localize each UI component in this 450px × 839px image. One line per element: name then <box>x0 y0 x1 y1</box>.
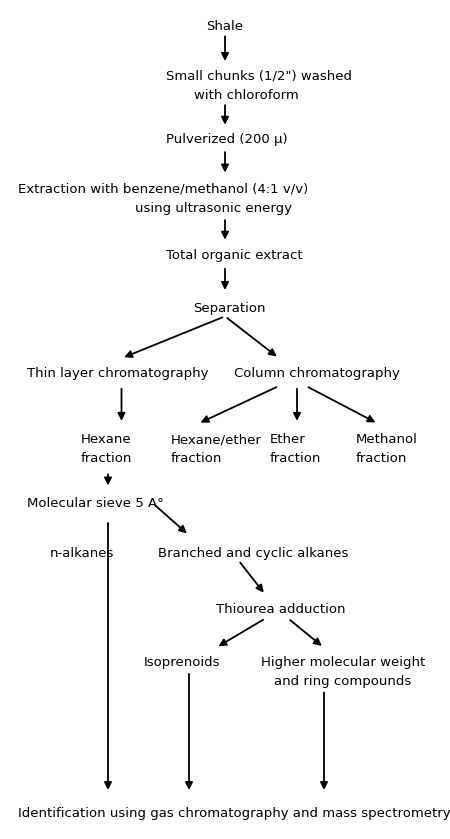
Text: Separation: Separation <box>194 302 266 315</box>
Text: Pulverized (200 μ): Pulverized (200 μ) <box>166 133 288 146</box>
Text: Small chunks (1/2") washed: Small chunks (1/2") washed <box>166 69 352 82</box>
Text: Extraction with benzene/methanol (4:1 v/v): Extraction with benzene/methanol (4:1 v/… <box>18 182 308 195</box>
Text: Shale: Shale <box>207 20 243 34</box>
Text: Thiourea adduction: Thiourea adduction <box>216 603 346 617</box>
Text: Total organic extract: Total organic extract <box>166 249 303 263</box>
Text: fraction: fraction <box>171 451 222 465</box>
Text: Hexane/ether: Hexane/ether <box>171 433 262 446</box>
Text: and ring compounds: and ring compounds <box>274 675 412 688</box>
Text: n-alkanes: n-alkanes <box>50 547 114 560</box>
Text: Hexane: Hexane <box>81 433 131 446</box>
Text: fraction: fraction <box>356 451 407 465</box>
Text: Isoprenoids: Isoprenoids <box>144 656 220 670</box>
Text: Thin layer chromatography: Thin layer chromatography <box>27 367 208 380</box>
Text: Methanol: Methanol <box>356 433 418 446</box>
Text: Identification using gas chromatography and mass spectrometry: Identification using gas chromatography … <box>18 807 450 821</box>
Text: using ultrasonic energy: using ultrasonic energy <box>135 202 292 216</box>
Text: fraction: fraction <box>270 451 321 465</box>
Text: Branched and cyclic alkanes: Branched and cyclic alkanes <box>158 547 348 560</box>
Text: with chloroform: with chloroform <box>194 89 298 102</box>
Text: fraction: fraction <box>81 451 132 465</box>
Text: Column chromatography: Column chromatography <box>234 367 400 380</box>
Text: Ether: Ether <box>270 433 306 446</box>
Text: Molecular sieve 5 A°: Molecular sieve 5 A° <box>27 497 164 510</box>
Text: Higher molecular weight: Higher molecular weight <box>261 656 425 670</box>
